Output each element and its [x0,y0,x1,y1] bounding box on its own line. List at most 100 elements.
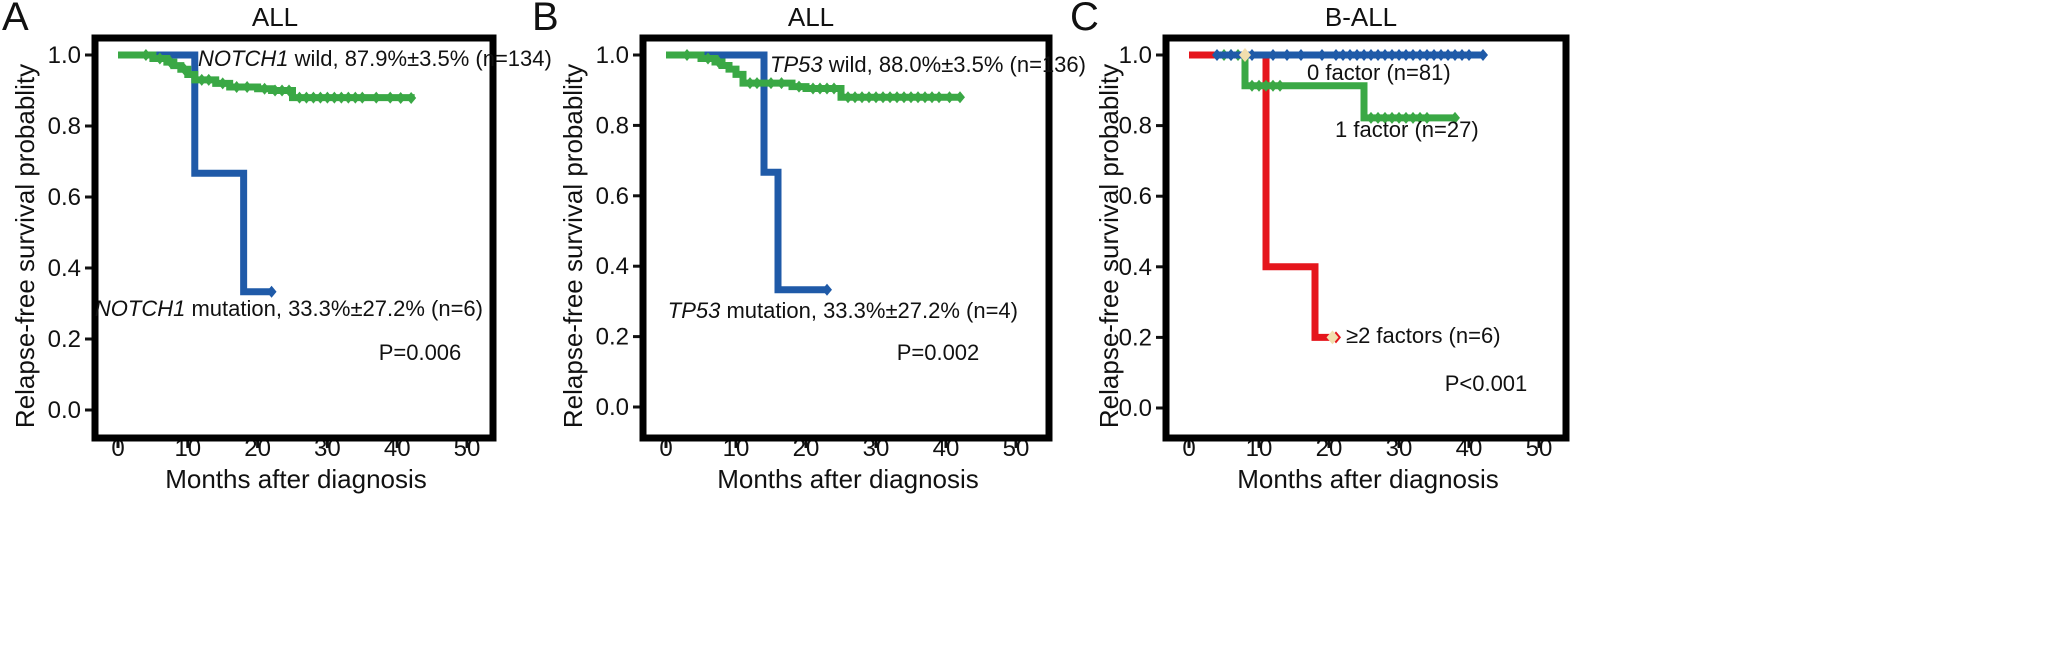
censor-mark [713,56,724,69]
censor-mark [284,84,295,97]
censor-mark [1408,49,1418,61]
censor-mark [357,91,368,104]
censor-mark [843,91,853,104]
p-value: P<0.001 [1445,371,1528,396]
annotation-text: wild, 87.9%±3.5% (n=134) [288,46,551,71]
annotation-text: mutation, 33.3%±27.2% (n=4) [720,298,1018,323]
censor-mark [1436,49,1446,61]
annotation-text: wild, 88.0%±3.5% (n=136) [823,52,1086,77]
censor-mark [1345,49,1355,61]
censor-mark [371,91,382,104]
y-tick-label: 0.0 [596,394,629,421]
survival-curve [1189,51,1336,341]
annotation-text: ≥2 factors (n=6) [1346,323,1501,348]
gene-name: NOTCH1 [95,296,185,321]
censor-mark [878,91,888,104]
series-2 [118,49,417,104]
censor-mark [1296,49,1306,61]
censor-mark [1422,49,1432,61]
panel-title: ALL [252,2,298,32]
censor-mark [1394,111,1404,124]
censor-mark [140,49,151,61]
censor-mark [315,91,326,104]
censor-mark [1450,49,1460,61]
censor-mark [1380,111,1390,124]
y-tick-label: 0.6 [48,184,81,211]
censor-mark [1415,111,1425,124]
y-tick-label: 0.2 [596,324,629,351]
censor-mark [944,91,955,104]
y-tick-label: 1.0 [1119,42,1152,69]
censor-mark [1254,79,1264,92]
censor-mark [745,77,755,90]
censor-mark [1366,49,1376,61]
censor-mark [1373,49,1383,61]
survival-curve [118,51,272,296]
series-1 [1189,51,1341,344]
censor-mark [406,91,417,104]
censor-mark [892,91,902,104]
censor-mark [242,80,253,93]
censor-mark [808,82,818,95]
censor-mark [203,73,214,86]
censor-mark [906,91,916,104]
censor-mark [1373,111,1383,124]
y-tick-label: 0.6 [596,183,629,210]
censor-mark [766,77,776,90]
series-1 [666,51,832,296]
highlight-mark [1239,48,1251,62]
y-axis-ticks: 0.0 0.2 0.4 0.6 0.8 1.0 [596,42,643,421]
curve-annotation: NOTCH1 wild, 87.9%±3.5% (n=134) [198,46,552,71]
panel-b: B ALL Relapse-free survival probablity Mont… [532,0,1086,494]
plot-frame [639,34,1053,442]
censor-mark [815,82,825,95]
curve-annotation: TP53 mutation, 33.3%±27.2% (n=4) [668,298,1018,323]
y-tick-label: 0.8 [1119,113,1152,140]
censor-mark [1387,49,1397,61]
censor-mark [266,285,277,298]
gene-name: TP53 [770,52,823,77]
censor-mark [1261,79,1271,92]
censor-mark [871,91,881,104]
y-axis-ticks: 0.0 0.2 0.4 0.6 0.8 1.0 [48,42,95,424]
censor-mark [899,91,909,104]
y-tick-label: 0.0 [1119,395,1152,422]
censor-mark [857,91,867,104]
p-value: P=0.002 [897,340,980,365]
censor-mark [301,91,312,104]
censor-mark [682,49,692,61]
censor-mark [1464,49,1474,61]
y-tick-label: 0.8 [48,113,81,140]
censor-mark [217,77,228,90]
censor-mark [913,91,923,104]
panel-a: A ALL Relapse-free survival probablity Mont… [2,0,552,494]
y-tick-label: 0.6 [1119,183,1152,210]
survival-curve [666,51,827,294]
y-axis-title: Relapse-free survival probablity [558,64,588,428]
censor-mark [850,91,860,104]
censor-mark [1247,49,1257,61]
censor-mark [1212,49,1222,61]
curve-annotation: TP53 wild, 88.0%±3.5% (n=136) [770,52,1086,77]
censor-mark [1352,49,1362,61]
x-axis-title: Months after diagnosis [717,464,979,494]
y-axis-ticks: 0.0 0.2 0.4 0.6 0.8 1.0 [1119,42,1166,422]
censor-mark [1401,111,1411,124]
y-tick-label: 0.8 [596,112,629,139]
censor-mark [385,91,396,104]
censor-mark [350,91,361,104]
y-tick-label: 0.2 [1119,324,1152,351]
censor-mark [336,91,347,104]
censor-mark [1359,49,1369,61]
curve-annotation: NOTCH1 mutation, 33.3%±27.2% (n=6) [95,296,483,321]
series-2 [666,49,965,104]
panel-c: C B-ALL Relapse-free survival probablity Mo… [1070,0,1570,494]
censor-mark [829,82,839,95]
censor-mark [1415,49,1425,61]
annotation-text: 0 factor (n=81) [1307,60,1451,85]
x-axis-title: Months after diagnosis [1237,464,1499,494]
censor-mark [395,91,406,104]
censor-mark [1478,49,1488,61]
panel-title: ALL [788,2,834,32]
